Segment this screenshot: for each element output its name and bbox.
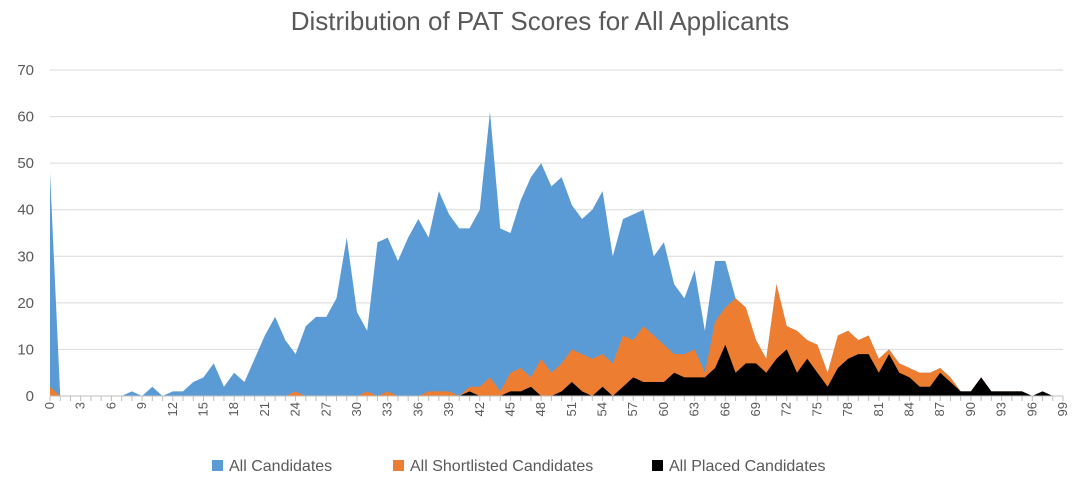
x-tick-label: 48 <box>533 402 548 416</box>
plot-area <box>50 111 1063 396</box>
series-area-all-placed-candidates <box>50 344 1063 396</box>
x-tick-label: 27 <box>318 402 333 416</box>
x-tick-label: 9 <box>134 402 149 409</box>
y-tick-label: 70 <box>17 62 34 79</box>
x-axis-ticks: 0 3 6 9 12 15 18 21 24 27 30 33 36 39 42 45 48 51 54 57 60 63… <box>42 402 1070 416</box>
x-tick-label: 15 <box>195 402 210 416</box>
x-tick-label: 36 <box>410 402 425 416</box>
legend-swatch-all-candidates <box>212 460 223 471</box>
legend: All Candidates All Shortlisted Candidates… <box>212 458 826 475</box>
x-tick-label: 18 <box>226 402 241 416</box>
x-tick-label: 45 <box>502 402 517 416</box>
x-tick-label: 51 <box>564 402 579 416</box>
x-tick-label: 99 <box>1055 402 1070 416</box>
y-tick-label: 10 <box>17 341 34 358</box>
x-tick-label: 0 <box>42 402 57 409</box>
x-tick-label: 21 <box>257 402 272 416</box>
x-tick-label: 87 <box>932 402 947 416</box>
y-tick-label: 50 <box>17 155 34 172</box>
legend-swatch-all-shortlisted-candidates <box>393 460 404 471</box>
y-tick-label: 0 <box>26 388 34 405</box>
x-tick-label: 96 <box>1024 402 1039 416</box>
legend-swatch-all-placed-candidates <box>652 460 663 471</box>
x-tick-label: 69 <box>748 402 763 416</box>
x-tick-label: 30 <box>349 402 364 416</box>
x-tick-label: 12 <box>165 402 180 416</box>
x-tick-label: 57 <box>625 402 640 416</box>
series-area-all-candidates <box>50 111 1063 396</box>
x-tick-label: 84 <box>902 402 917 416</box>
legend-label-all-candidates: All Candidates <box>229 458 332 475</box>
chart-title: Distribution of PAT Scores for All Appli… <box>291 6 790 36</box>
y-tick-label: 30 <box>17 248 34 265</box>
x-tick-label: 33 <box>380 402 395 416</box>
x-tick-label: 42 <box>472 402 487 416</box>
x-tick-label: 90 <box>963 402 978 416</box>
x-axis <box>49 395 1064 401</box>
x-tick-label: 72 <box>779 402 794 416</box>
x-tick-label: 24 <box>288 402 303 416</box>
legend-label-all-shortlisted-candidates: All Shortlisted Candidates <box>410 458 593 475</box>
x-tick-label: 60 <box>656 402 671 416</box>
x-tick-label: 63 <box>687 402 702 416</box>
x-tick-label: 6 <box>103 402 118 409</box>
y-tick-label: 40 <box>17 202 34 219</box>
x-tick-label: 75 <box>809 402 824 416</box>
y-tick-label: 60 <box>17 109 34 126</box>
y-axis-ticks: 0 10 20 30 40 50 60 70 <box>17 62 34 405</box>
x-tick-label: 3 <box>73 402 88 409</box>
x-tick-label: 81 <box>871 402 886 416</box>
x-tick-label: 66 <box>717 402 732 416</box>
legend-label-all-placed-candidates: All Placed Candidates <box>669 458 826 475</box>
x-tick-label: 78 <box>840 402 855 416</box>
y-tick-label: 20 <box>17 295 34 312</box>
x-tick-label: 39 <box>441 402 456 416</box>
x-tick-label: 93 <box>994 402 1009 416</box>
x-tick-label: 54 <box>595 402 610 416</box>
